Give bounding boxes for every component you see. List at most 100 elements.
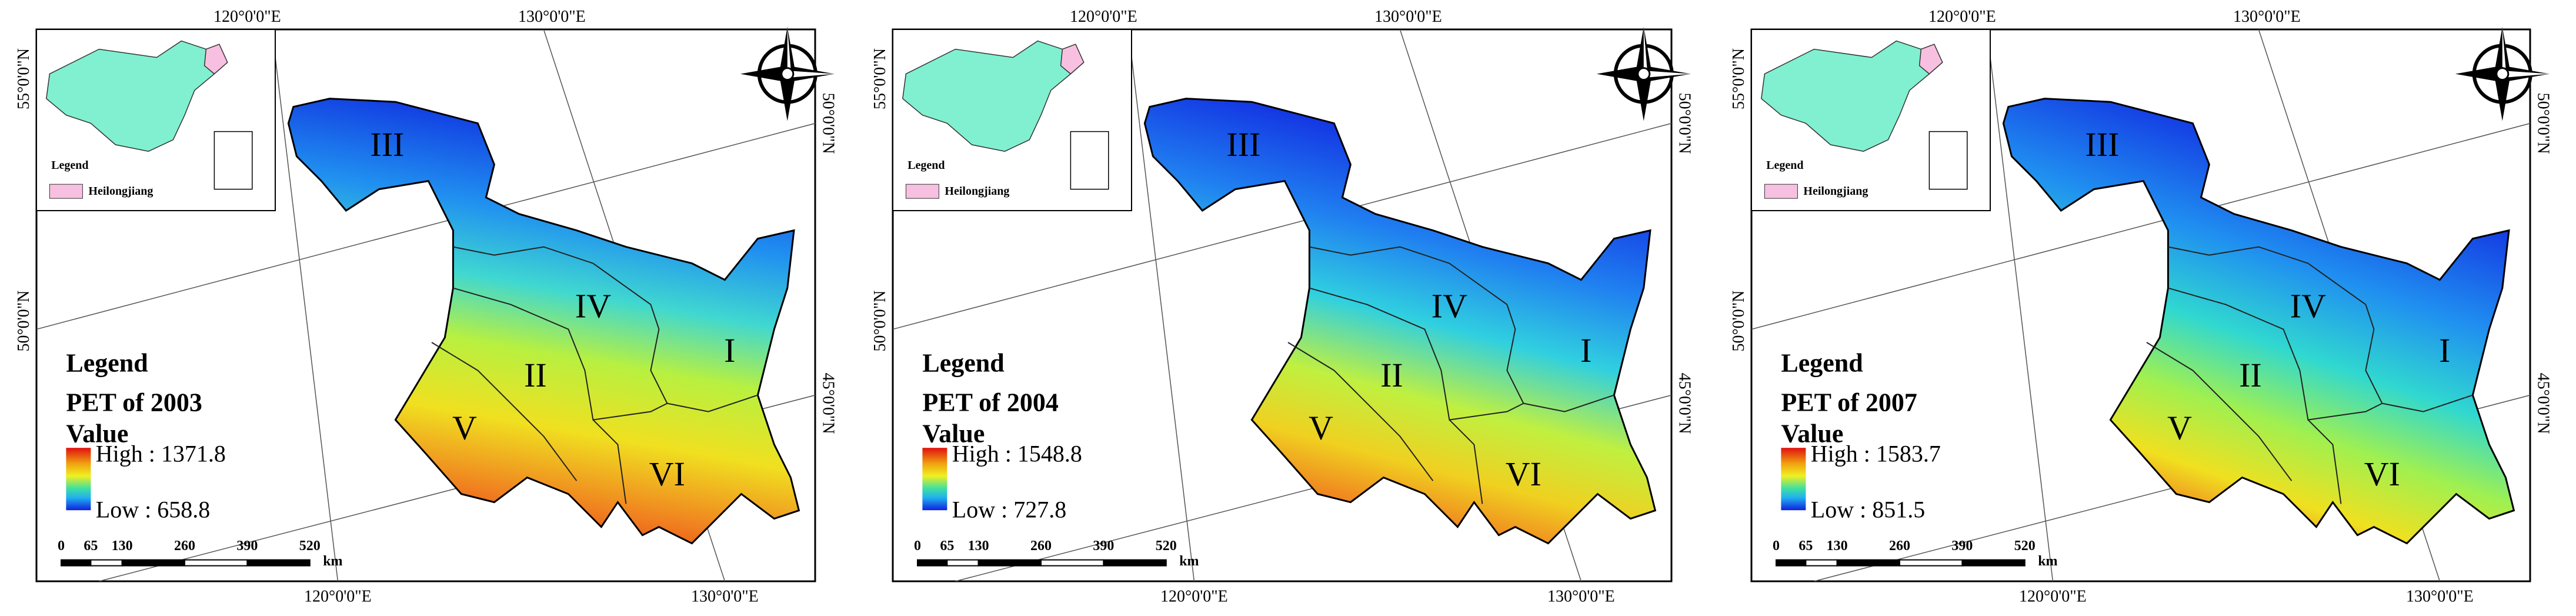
legend-low: Low : 727.8 (952, 497, 1066, 523)
province-shape (287, 98, 800, 545)
region-label: III (370, 125, 404, 164)
scale-bar-unit: km (323, 554, 342, 569)
scale-bar-label: 390 (1951, 538, 1973, 554)
province-shape (2002, 98, 2515, 545)
scale-bar-segment (1836, 559, 1901, 567)
region-border (2168, 287, 2383, 421)
latitude-label: 45°0'0"N (1676, 373, 1694, 434)
scale-bar-segment (246, 559, 311, 567)
scale-bar-segment (121, 559, 186, 567)
longitude-label: 130°0'0"E (518, 8, 586, 26)
north-arrow (2455, 26, 2550, 121)
scale-bar-unit: km (1179, 554, 1199, 569)
region-label: VI (649, 455, 685, 493)
province-shape (1143, 98, 1657, 545)
graticule-line (36, 122, 815, 330)
graticule-line (893, 122, 1671, 330)
region-label: IV (1432, 287, 1467, 325)
scale-bar-label: 130 (1827, 538, 1848, 554)
region-border (431, 342, 578, 481)
scale-bar-segment (1776, 559, 1807, 567)
latitude-label: 55°0'0"N (871, 48, 889, 109)
legend-title: Legend (922, 348, 1004, 377)
scale-bar-segment (184, 559, 248, 567)
inset-sea-box (213, 131, 253, 190)
color-ramp (1781, 448, 1806, 511)
scale-bar-label: 390 (1093, 538, 1114, 554)
region-label: III (2085, 125, 2119, 164)
region-label: I (1580, 331, 1591, 369)
scale-bar-label: 520 (2014, 538, 2036, 554)
legend-title: Legend (1781, 348, 1863, 377)
legend-low: Low : 851.5 (1811, 497, 1925, 523)
inset-sea-box (1928, 131, 1968, 190)
inset-legend-label: Heilongjiang (1803, 185, 1868, 198)
region-border (1287, 342, 1434, 481)
longitude-label: 130°0'0"E (2233, 8, 2301, 26)
legend-subtitle: PET of 2007 (1781, 388, 1917, 417)
legend-low: Low : 658.8 (96, 497, 210, 523)
legend-high: High : 1548.8 (952, 440, 1082, 467)
region-border (1309, 287, 1524, 421)
longitude-label: 120°0'0"E (1070, 8, 1137, 26)
legend-high: High : 1371.8 (96, 440, 226, 467)
region-label: I (2439, 331, 2450, 369)
region-label: VI (2364, 455, 2400, 493)
longitude-label: 130°0'0"E (691, 587, 759, 605)
scale-bar-segment (1040, 559, 1105, 567)
legend-subtitle: PET of 2003 (66, 388, 202, 417)
inset-legend-swatch (905, 184, 939, 199)
region-label: V (2167, 409, 2192, 447)
scale-bar-label: 65 (1798, 538, 1813, 554)
region-border (2146, 342, 2293, 481)
region-border (1449, 419, 1483, 504)
inset-china (1761, 40, 1930, 152)
compass-center (780, 67, 795, 81)
scale-bar-label: 0 (914, 538, 921, 554)
inset-legend-label: Heilongjiang (88, 185, 153, 198)
latitude-label: 50°0'0"N (15, 291, 33, 352)
longitude-label: 120°0'0"E (304, 587, 372, 605)
longitude-label: 120°0'0"E (213, 8, 281, 26)
scale-bar-label: 390 (236, 538, 258, 554)
latitude-label: 50°0'0"N (1676, 93, 1694, 154)
scale-bar-unit: km (2038, 554, 2057, 569)
scale-bar-segment (1805, 559, 1838, 567)
region-border (453, 246, 651, 305)
legend-title: Legend (66, 348, 148, 377)
scale-bar-label: 260 (174, 538, 195, 554)
scale-bar-label: 0 (58, 538, 65, 554)
region-border (592, 419, 627, 504)
legend-value-title: Value (922, 419, 985, 448)
region-border (1506, 304, 1614, 412)
region-border (453, 287, 668, 421)
inset-legend-title: Legend (51, 159, 88, 172)
scale-bar-segment (90, 559, 123, 567)
compass-center (1637, 67, 1651, 81)
inset-china (902, 40, 1072, 152)
longitude-label: 130°0'0"E (1547, 587, 1615, 605)
scale-bar-label: 0 (1773, 538, 1780, 554)
longitude-label: 130°0'0"E (2406, 587, 2474, 605)
latitude-label: 50°0'0"N (871, 291, 889, 352)
latitude-label: 50°0'0"N (819, 93, 837, 154)
region-border (2168, 246, 2366, 305)
scale-bar-segment (1103, 559, 1167, 567)
region-label: III (1226, 125, 1260, 164)
latitude-label: 55°0'0"N (15, 48, 33, 109)
latitude-label: 50°0'0"N (1730, 291, 1748, 352)
region-label: II (524, 356, 547, 394)
scale-bar-segment (917, 559, 948, 567)
region-border (650, 304, 758, 412)
region-border (2307, 419, 2342, 504)
compass-center (2495, 67, 2510, 81)
scale-bar-label: 65 (940, 538, 954, 554)
scale-bar-label: 130 (968, 538, 989, 554)
scale-bar-label: 520 (299, 538, 321, 554)
scale-bar-label: 130 (112, 538, 133, 554)
graticule-line (1127, 29, 1195, 581)
latitude-label: 45°0'0"N (2534, 373, 2552, 434)
